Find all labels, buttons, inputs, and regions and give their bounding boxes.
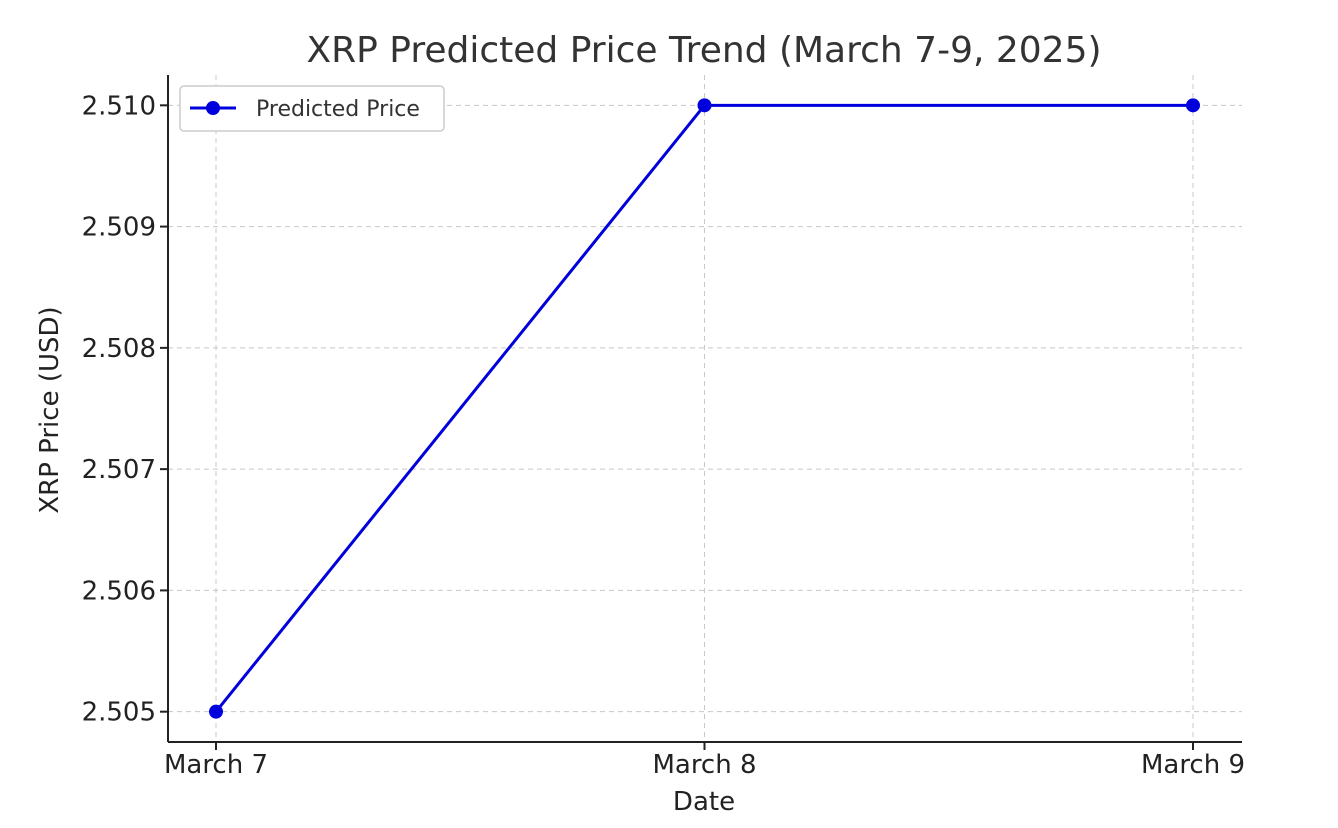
legend-label: Predicted Price bbox=[256, 97, 420, 122]
legend-swatch-marker bbox=[206, 101, 220, 115]
y-axis-label: XRP Price (USD) bbox=[35, 306, 65, 513]
y-tick-label: 2.508 bbox=[82, 334, 156, 364]
x-axis-label: Date bbox=[673, 787, 735, 817]
chart-title: XRP Predicted Price Trend (March 7-9, 20… bbox=[306, 30, 1101, 71]
legend: Predicted Price bbox=[179, 85, 445, 132]
grid bbox=[168, 75, 1242, 742]
y-axis-ticks: 2.505 2.506 2.507 2.508 2.509 2.510 bbox=[82, 91, 168, 728]
y-tick-label: 2.510 bbox=[82, 91, 156, 121]
y-tick-label: 2.507 bbox=[82, 455, 156, 485]
y-tick-label: 2.506 bbox=[82, 576, 156, 606]
data-point bbox=[697, 98, 712, 113]
data-point bbox=[1186, 98, 1200, 113]
legend-box bbox=[179, 85, 445, 132]
x-tick-label: March 8 bbox=[652, 750, 756, 780]
series bbox=[209, 98, 1200, 719]
y-tick-label: 2.509 bbox=[82, 213, 156, 243]
x-tick-label: March 9 bbox=[1141, 750, 1245, 780]
x-tick-label: March 7 bbox=[164, 750, 268, 780]
data-point bbox=[209, 704, 223, 719]
x-axis-ticks: March 7 March 8 March 9 bbox=[164, 742, 1245, 780]
y-tick-label: 2.505 bbox=[82, 698, 156, 728]
